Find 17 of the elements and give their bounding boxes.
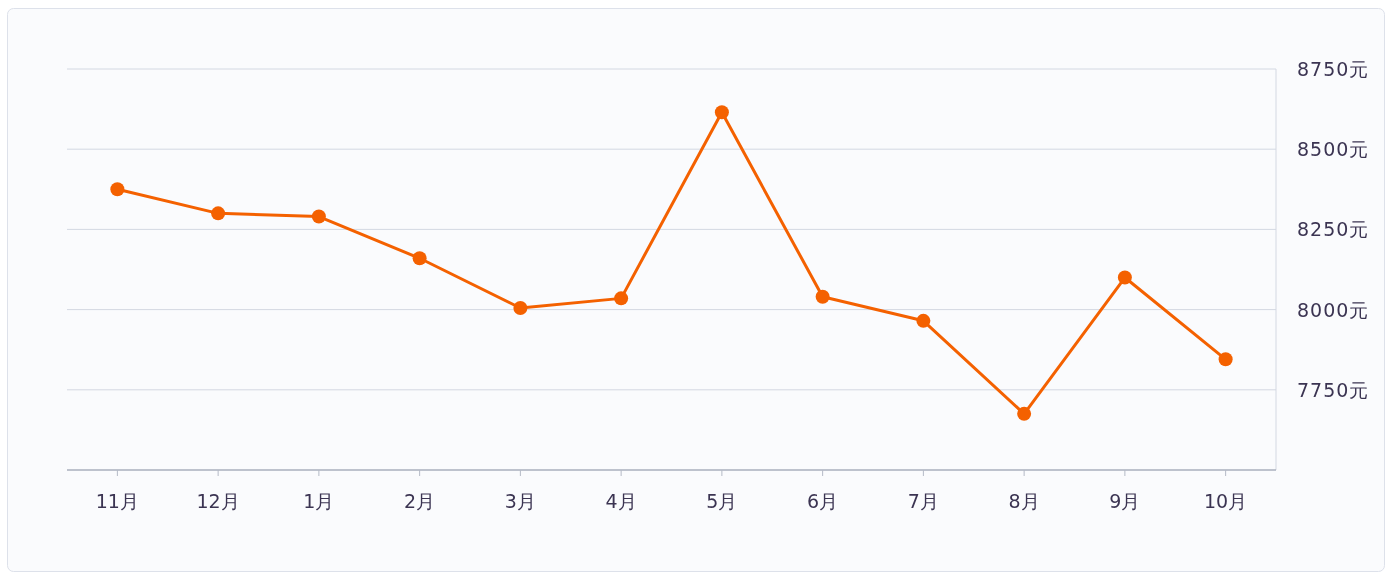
x-tick-label: 5月 — [706, 490, 738, 512]
x-tick-label: 7月 — [907, 490, 939, 512]
x-tick-label: 6月 — [807, 490, 839, 512]
x-tick-label: 3月 — [504, 490, 536, 512]
y-tick-label: 7750元 — [1297, 378, 1370, 401]
x-tick-label: 11月 — [95, 490, 139, 512]
x-tick-label: 4月 — [605, 490, 637, 512]
x-tick-label: 1月 — [303, 490, 335, 512]
x-tick-label: 9月 — [1109, 490, 1141, 512]
y-tick-label: 8250元 — [1297, 218, 1370, 241]
x-tick-label: 8月 — [1008, 490, 1040, 512]
y-tick-label: 8000元 — [1297, 298, 1370, 321]
x-tick-label: 12月 — [196, 490, 240, 512]
y-tick-label: 8750元 — [1297, 58, 1370, 80]
x-tick-label: 2月 — [404, 490, 436, 512]
y-tick-label: 8500元 — [1297, 138, 1370, 161]
x-tick-label: 10月 — [1204, 490, 1248, 512]
